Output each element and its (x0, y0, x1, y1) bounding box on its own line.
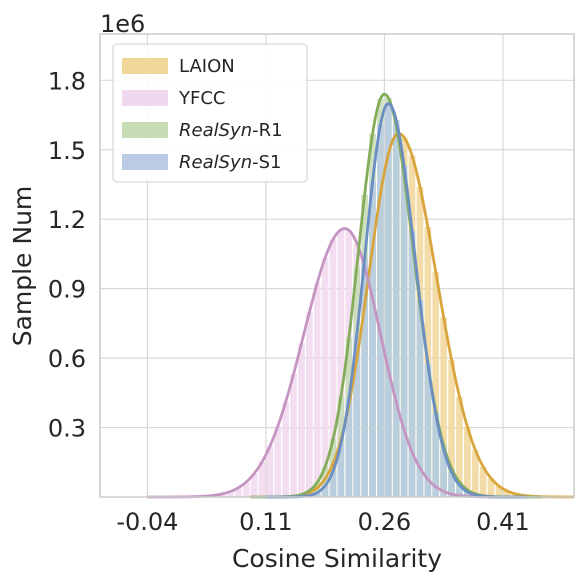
bar (487, 478, 495, 497)
bar (227, 491, 234, 497)
line-LAION (265, 132, 575, 499)
bar (353, 335, 361, 497)
legend-label: YFCC (178, 88, 226, 109)
bar (290, 374, 297, 497)
bar (377, 124, 384, 497)
y-axis-title: Sample Num (8, 186, 37, 347)
bar (361, 258, 368, 497)
bar (456, 396, 463, 497)
bar (408, 230, 416, 497)
legend: LAION YFCC RealSyn-R1 RealSyn-S1 (112, 43, 308, 183)
plot-frame (99, 33, 575, 498)
legend-label: RealSyn-R1 (179, 120, 283, 141)
y-tick-label: 0.6 (48, 345, 86, 373)
x-tick-label: -0.04 (116, 508, 178, 536)
bar (321, 466, 329, 497)
line-YFCC (147, 227, 519, 499)
bar (258, 462, 266, 497)
bar (313, 492, 321, 497)
bar (329, 471, 337, 497)
y-tick-label: 1.2 (48, 206, 86, 234)
line-RealSyn-S1 (265, 102, 527, 499)
bar (464, 426, 471, 497)
bar (306, 312, 313, 497)
bar (345, 398, 353, 497)
bar (313, 482, 321, 497)
bar (337, 443, 345, 497)
bar (471, 449, 479, 497)
histogram-bars (203, 97, 526, 498)
x-tick-label: 0.41 (476, 508, 529, 536)
legend-swatch (122, 58, 168, 74)
bar (479, 466, 487, 497)
legend-box (112, 43, 308, 183)
y-tick-label: 0.9 (48, 276, 86, 304)
bar (448, 359, 455, 497)
bar (440, 449, 447, 497)
bars-RealSyn-S1 (306, 103, 479, 497)
bar (369, 181, 376, 497)
bar (432, 271, 440, 497)
bar (440, 317, 447, 497)
bar (392, 120, 400, 497)
legend-swatch (122, 154, 168, 170)
y-tick-label: 0.3 (48, 415, 86, 443)
bar (321, 485, 329, 497)
legend-label: LAION (179, 56, 235, 77)
y-tick-label: 1.8 (48, 67, 86, 95)
bar (416, 300, 424, 497)
bar (400, 165, 408, 497)
bar (234, 487, 242, 497)
x-axis-title: Cosine Similarity (232, 544, 442, 573)
bar (242, 482, 250, 497)
bar (219, 493, 226, 497)
x-tick-labels: -0.04 0.11 0.26 0.41 (116, 508, 529, 536)
y-tick-label: 1.5 (48, 137, 86, 165)
x-tick-label: 0.11 (239, 508, 292, 536)
bar (337, 229, 345, 497)
bar (298, 343, 305, 497)
bar (432, 414, 440, 497)
bar (424, 363, 432, 497)
bar (313, 282, 321, 497)
bar (282, 402, 289, 497)
bar (503, 490, 511, 497)
y-tick-labels: 0.3 0.6 0.9 1.2 1.5 1.8 (48, 67, 86, 442)
bar (495, 486, 503, 497)
legend-label: RealSyn-S1 (179, 152, 281, 173)
y-scale-label: 1e6 (100, 10, 145, 38)
bar (448, 472, 455, 497)
bar (456, 485, 463, 497)
bar (266, 446, 274, 497)
legend-swatch (122, 90, 168, 106)
x-tick-label: 0.26 (358, 508, 411, 536)
bar (464, 491, 471, 497)
bar (250, 473, 258, 497)
bar (329, 239, 337, 497)
bar (385, 103, 392, 497)
bar (321, 257, 329, 497)
legend-swatch (122, 122, 168, 138)
bar (511, 493, 519, 497)
bar (274, 426, 282, 497)
